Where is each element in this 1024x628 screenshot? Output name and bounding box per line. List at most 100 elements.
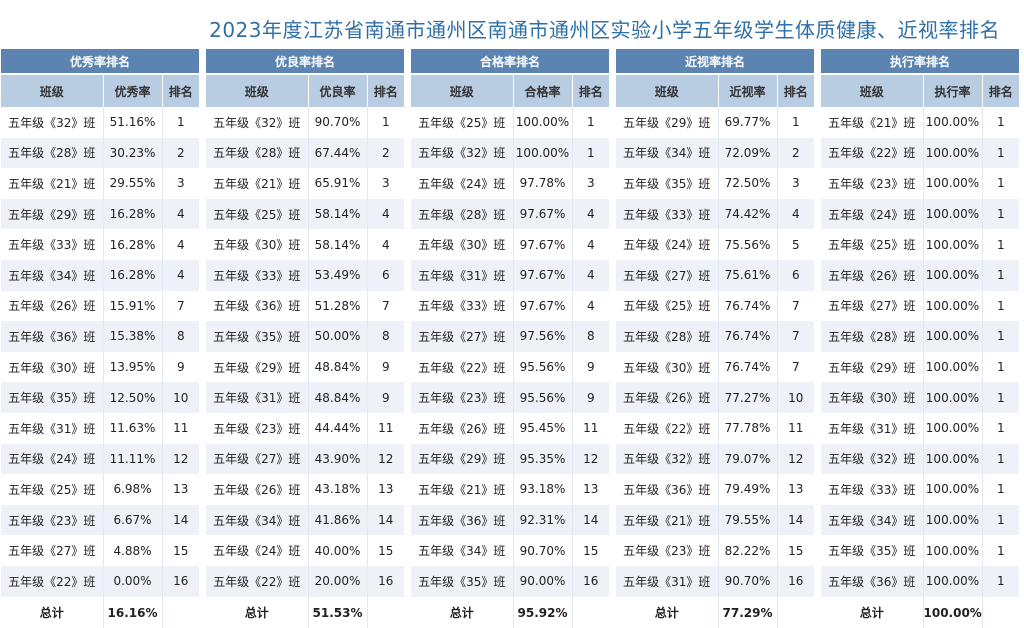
rank-cell: 1 (981, 412, 1020, 444)
table-title: 近视率排名 (616, 49, 815, 74)
total-empty (776, 596, 815, 628)
rate-cell: 29.55% (102, 168, 162, 199)
column-header: 班级 (821, 73, 923, 107)
rate-cell: 69.77% (717, 107, 777, 138)
class-cell: 五年级《24》班 (821, 198, 923, 230)
column-header: 班级 (411, 73, 513, 107)
rate-cell: 77.78% (717, 412, 777, 444)
rank-cell: 4 (161, 259, 200, 291)
rank-cell: 3 (161, 168, 200, 199)
rate-cell: 90.70% (307, 107, 367, 138)
rate-cell: 93.18% (512, 474, 572, 505)
class-cell: 五年级《32》班 (1, 107, 103, 138)
table-row: 五年级《24》班 75.56% 5 (616, 229, 815, 260)
rate-cell: 95.56% (512, 382, 572, 413)
class-cell: 五年级《21》班 (616, 504, 718, 536)
table-row: 五年级《22》班 77.78% 11 (616, 412, 815, 444)
class-cell: 五年级《28》班 (821, 321, 923, 352)
table-row: 五年级《32》班 100.00% 1 (821, 443, 1020, 475)
rate-cell: 100.00% (512, 107, 572, 138)
rank-cell: 1 (981, 229, 1020, 260)
table-row: 五年级《22》班 0.00% 16 (1, 565, 200, 597)
class-cell: 五年级《32》班 (206, 107, 308, 138)
rate-cell: 100.00% (922, 229, 982, 260)
total-empty (161, 596, 200, 628)
class-cell: 五年级《30》班 (616, 351, 718, 383)
table-row: 五年级《30》班 76.74% 7 (616, 351, 815, 383)
rank-cell: 1 (981, 443, 1020, 475)
table-row: 五年级《21》班 65.91% 3 (206, 168, 405, 199)
rank-cell: 4 (161, 229, 200, 260)
table-row: 五年级《26》班 43.18% 13 (206, 474, 405, 505)
table-title: 合格率排名 (411, 49, 610, 74)
class-cell: 五年级《22》班 (1, 565, 103, 597)
total-value: 95.92% (512, 596, 572, 628)
table-row: 五年级《25》班 100.00% 1 (821, 229, 1020, 260)
rank-cell: 14 (366, 504, 405, 536)
rate-cell: 15.38% (102, 321, 162, 352)
table-row: 五年级《33》班 100.00% 1 (821, 474, 1020, 505)
rate-cell: 100.00% (922, 412, 982, 444)
class-cell: 五年级《31》班 (206, 382, 308, 413)
class-cell: 五年级《30》班 (411, 229, 513, 260)
class-cell: 五年级《24》班 (616, 229, 718, 260)
class-cell: 五年级《34》班 (616, 137, 718, 169)
rate-cell: 20.00% (307, 565, 367, 597)
total-row: 总计 16.16% (1, 596, 200, 628)
column-header: 优良率 (307, 73, 367, 107)
class-cell: 五年级《32》班 (411, 137, 513, 169)
rate-cell: 95.56% (512, 351, 572, 383)
table-row: 五年级《36》班 100.00% 1 (821, 565, 1020, 597)
rank-cell: 1 (161, 107, 200, 138)
table-row: 五年级《29》班 48.84% 9 (206, 351, 405, 383)
rate-cell: 100.00% (922, 535, 982, 566)
class-cell: 五年级《24》班 (411, 168, 513, 199)
rate-cell: 100.00% (922, 565, 982, 597)
rank-cell: 14 (776, 504, 815, 536)
rank-cell: 14 (161, 504, 200, 536)
table-title: 执行率排名 (821, 49, 1020, 74)
rate-cell: 72.50% (717, 168, 777, 199)
class-cell: 五年级《21》班 (206, 168, 308, 199)
table-row: 五年级《29》班 69.77% 1 (616, 107, 815, 138)
table-row: 五年级《21》班 79.55% 14 (616, 504, 815, 536)
rank-cell: 13 (776, 474, 815, 505)
rank-cell: 1 (981, 259, 1020, 291)
table-row: 五年级《23》班 100.00% 1 (821, 168, 1020, 199)
rate-cell: 58.14% (307, 198, 367, 230)
rank-cell: 1 (981, 321, 1020, 352)
table-row: 五年级《30》班 100.00% 1 (821, 382, 1020, 413)
rate-cell: 58.14% (307, 229, 367, 260)
rank-cell: 4 (571, 198, 610, 230)
class-cell: 五年级《27》班 (206, 443, 308, 475)
rate-cell: 44.44% (307, 412, 367, 444)
class-cell: 五年级《31》班 (616, 565, 718, 597)
rate-cell: 72.09% (717, 137, 777, 169)
total-value: 16.16% (102, 596, 162, 628)
column-header: 排名 (366, 73, 405, 107)
table-row: 五年级《26》班 100.00% 1 (821, 259, 1020, 291)
rate-cell: 75.56% (717, 229, 777, 260)
total-empty (981, 596, 1020, 628)
table-row: 五年级《22》班 95.56% 9 (411, 351, 610, 383)
total-row: 总计 100.00% (821, 596, 1020, 628)
rate-cell: 11.63% (102, 412, 162, 444)
total-row: 总计 51.53% (206, 596, 405, 628)
table-row: 五年级《32》班 51.16% 1 (1, 107, 200, 138)
table-row: 五年级《23》班 82.22% 15 (616, 535, 815, 566)
class-cell: 五年级《24》班 (1, 443, 103, 475)
rate-cell: 16.28% (102, 259, 162, 291)
table-row: 五年级《33》班 74.42% 4 (616, 198, 815, 230)
rate-cell: 97.56% (512, 321, 572, 352)
rate-cell: 100.00% (922, 198, 982, 230)
column-header: 班级 (1, 73, 103, 107)
rank-cell: 4 (571, 290, 610, 322)
table-row: 五年级《28》班 100.00% 1 (821, 321, 1020, 352)
ranking-table: 优良率排名 班级 优良率 排名 五年级《32》班 90.70% 1 五年级《28》班 67.44… (206, 49, 405, 628)
table-row: 五年级《31》班 90.70% 16 (616, 565, 815, 597)
class-cell: 五年级《25》班 (206, 198, 308, 230)
class-cell: 五年级《21》班 (821, 107, 923, 138)
table-row: 五年级《26》班 77.27% 10 (616, 382, 815, 413)
rank-cell: 13 (161, 474, 200, 505)
class-cell: 五年级《30》班 (821, 382, 923, 413)
